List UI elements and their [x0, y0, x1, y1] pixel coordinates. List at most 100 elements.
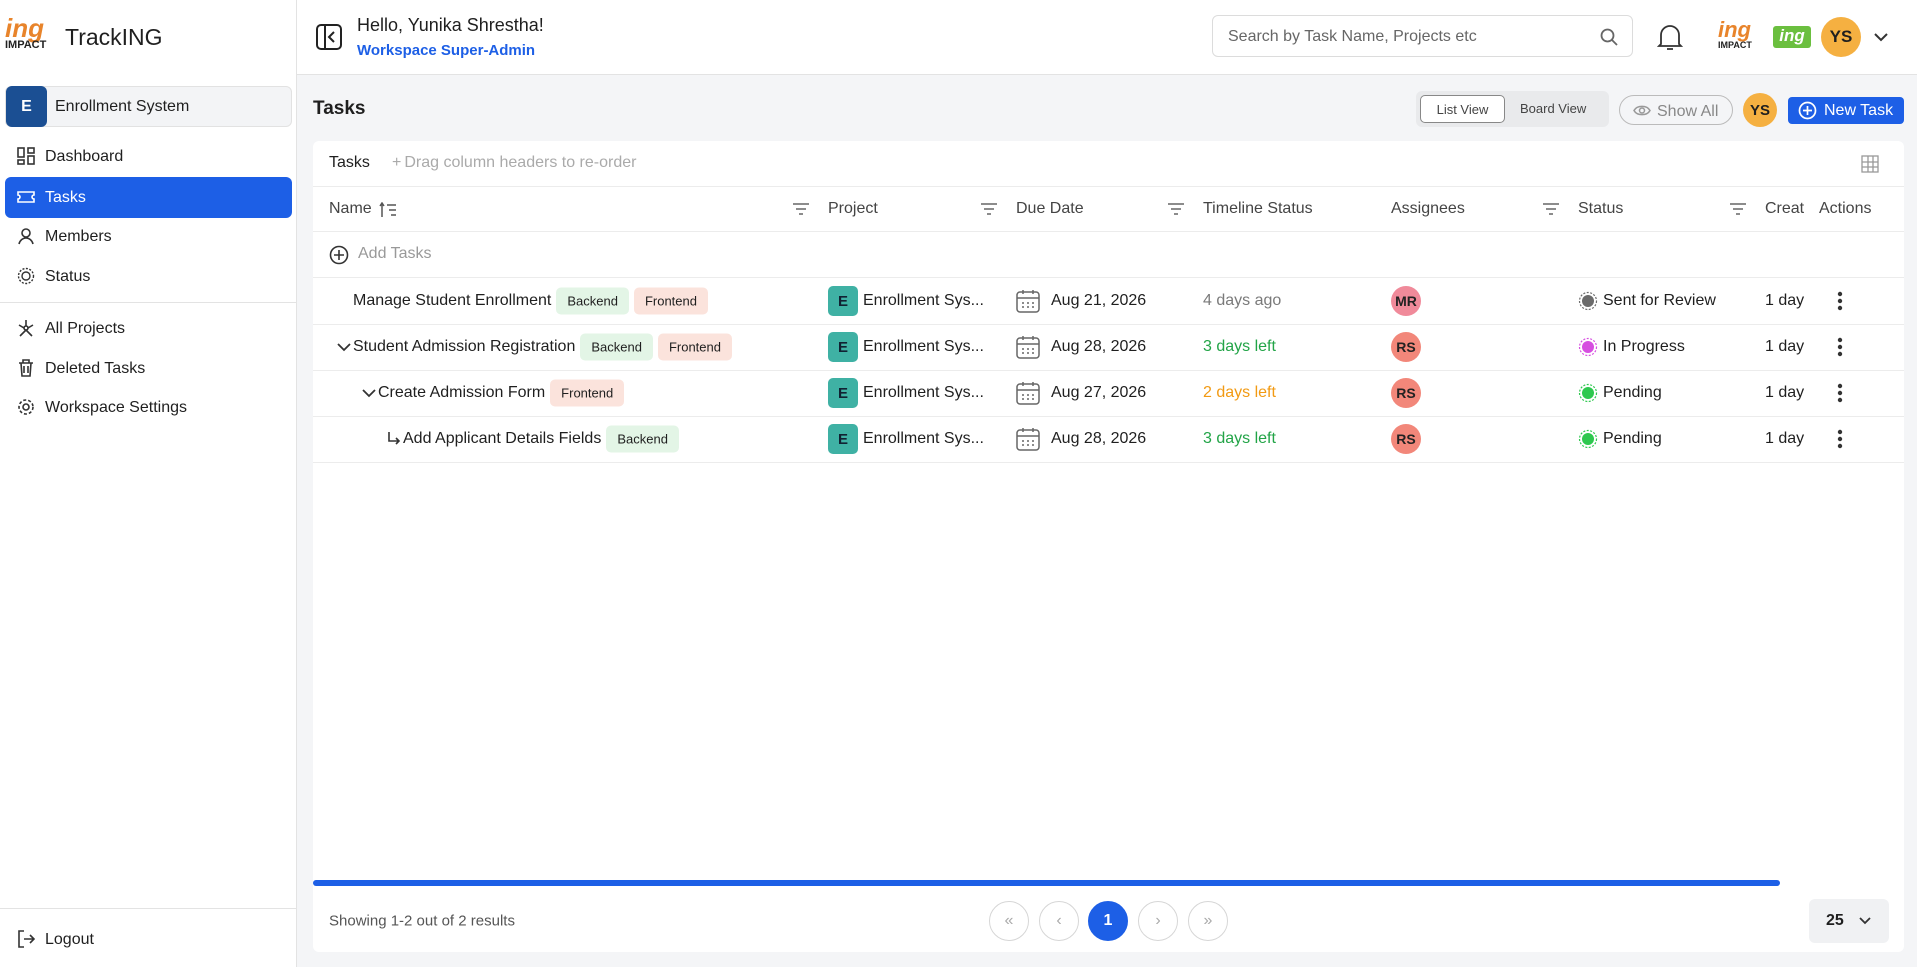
brand-name: TrackING: [65, 24, 163, 50]
filter-avatar[interactable]: YS: [1743, 93, 1777, 127]
assignee-avatar: RS: [1391, 424, 1421, 454]
subtask-arrow: [387, 431, 401, 452]
project-name: Enrollment Sys...: [863, 384, 984, 401]
org-logo: ing IMPACT: [1718, 19, 1760, 51]
row-divider: [313, 324, 1904, 325]
tag: Backend: [606, 425, 679, 453]
user-avatar[interactable]: YS: [1821, 17, 1861, 57]
nav-item[interactable]: All Projects: [5, 308, 292, 349]
current-page[interactable]: 1: [1088, 901, 1128, 941]
created: 1 day: [1765, 430, 1805, 447]
row-actions[interactable]: [1837, 337, 1843, 362]
page-title: Tasks: [313, 98, 366, 119]
next-page[interactable]: ›: [1138, 901, 1178, 941]
row-divider: [313, 370, 1904, 371]
view-toggle: List View Board View: [1416, 91, 1609, 127]
task-name[interactable]: Manage Student Enrollment: [353, 292, 552, 310]
row-actions[interactable]: [1837, 383, 1843, 408]
column-header: Creat: [1765, 200, 1805, 217]
calendar-icon: [1016, 289, 1040, 318]
nav-item[interactable]: Tasks: [5, 177, 292, 218]
role: Workspace Super-Admin: [357, 42, 536, 59]
logo-sub: IMPACT: [5, 39, 47, 51]
calendar-icon: [1016, 335, 1040, 364]
nav-label: Members: [45, 227, 112, 245]
assignee-avatar: RS: [1391, 332, 1421, 362]
sidebar: ing IMPACT TrackING E Enrollment System …: [0, 0, 297, 967]
column-header: Actions: [1819, 200, 1872, 217]
status-dot: [1578, 337, 1598, 362]
workspace-initial: E: [6, 86, 47, 127]
column-filter[interactable]: [980, 202, 998, 221]
new-task-label: New Task: [1824, 102, 1894, 119]
notifications[interactable]: [1657, 24, 1683, 52]
row-divider: [313, 462, 1904, 463]
nav-label: Status: [45, 267, 91, 285]
table-hint: + Drag column headers to re-order: [392, 154, 637, 171]
task-name[interactable]: Add Applicant Details Fields: [403, 430, 602, 448]
nav-label: All Projects: [45, 319, 126, 337]
last-page[interactable]: »: [1188, 901, 1228, 941]
timeline-status: 2 days left: [1203, 384, 1276, 401]
row-actions[interactable]: [1837, 429, 1843, 454]
prev-page[interactable]: ‹: [1039, 901, 1079, 941]
workspace-switcher[interactable]: E Enrollment System: [5, 86, 292, 127]
add-task[interactable]: Add Tasks: [358, 245, 432, 262]
logout-label: Logout: [45, 930, 94, 948]
nav-item[interactable]: Deleted Tasks: [5, 348, 292, 389]
created: 1 day: [1765, 338, 1805, 355]
status: Sent for Review: [1603, 292, 1716, 309]
sidebar-toggle[interactable]: [316, 24, 342, 50]
created: 1 day: [1765, 292, 1805, 309]
show-all-button[interactable]: Show All: [1619, 95, 1733, 125]
horizontal-scrollbar[interactable]: [313, 880, 1780, 886]
search-box[interactable]: Search by Task Name, Projects etc: [1212, 15, 1633, 57]
project-initial: E: [828, 424, 858, 454]
nav-item[interactable]: Dashboard: [5, 136, 292, 177]
created: 1 day: [1765, 384, 1805, 401]
logout[interactable]: Logout: [5, 919, 292, 960]
column-header: Name: [329, 200, 372, 217]
timeline-status: 4 days ago: [1203, 292, 1282, 309]
page-size[interactable]: 25: [1809, 899, 1889, 943]
task-name-cell: Manage Student Enrollment Backend Frontend: [353, 287, 708, 315]
calendar-icon: [1016, 381, 1040, 410]
project-initial: E: [828, 286, 858, 316]
column-filter[interactable]: [1167, 202, 1185, 221]
column-filter[interactable]: [792, 202, 810, 221]
nav-item[interactable]: Members: [5, 216, 292, 257]
tag: Frontend: [550, 379, 625, 407]
status: In Progress: [1603, 338, 1685, 355]
task-table: Tasks + Drag column headers to re-order A…: [313, 141, 1904, 952]
expand-toggle[interactable]: [362, 385, 376, 406]
project-name: Enrollment Sys...: [863, 292, 984, 309]
nav-item[interactable]: Workspace Settings: [5, 387, 292, 428]
task-name[interactable]: Create Admission Form: [378, 384, 546, 402]
column-filter[interactable]: [1729, 202, 1747, 221]
view-option[interactable]: List View: [1420, 95, 1505, 123]
status-dot: [1578, 429, 1598, 454]
tag: Backend: [580, 333, 653, 361]
project-initial: E: [828, 332, 858, 362]
view-option[interactable]: Board View: [1520, 101, 1587, 116]
status-dot: [1578, 383, 1598, 408]
column-filter[interactable]: [1542, 202, 1560, 221]
project-initial: E: [828, 378, 858, 408]
row-actions[interactable]: [1837, 291, 1843, 316]
first-page[interactable]: «: [989, 901, 1029, 941]
due-date: Aug 28, 2026: [1051, 430, 1147, 447]
nav-item[interactable]: Status: [5, 256, 292, 297]
result-count: Showing 1-2 out of 2 results: [329, 912, 515, 930]
expand-toggle[interactable]: [337, 339, 351, 360]
column-settings[interactable]: [1861, 155, 1879, 173]
assignee-avatar: MR: [1391, 286, 1421, 316]
status-dot: [1578, 291, 1598, 316]
column-header: Assignees: [1391, 200, 1465, 217]
task-name[interactable]: Student Admission Registration: [353, 338, 576, 356]
nav-label: Dashboard: [45, 147, 124, 165]
tag: Frontend: [657, 333, 732, 361]
timeline-status: 3 days left: [1203, 338, 1276, 355]
new-task-button[interactable]: New Task: [1788, 97, 1904, 124]
